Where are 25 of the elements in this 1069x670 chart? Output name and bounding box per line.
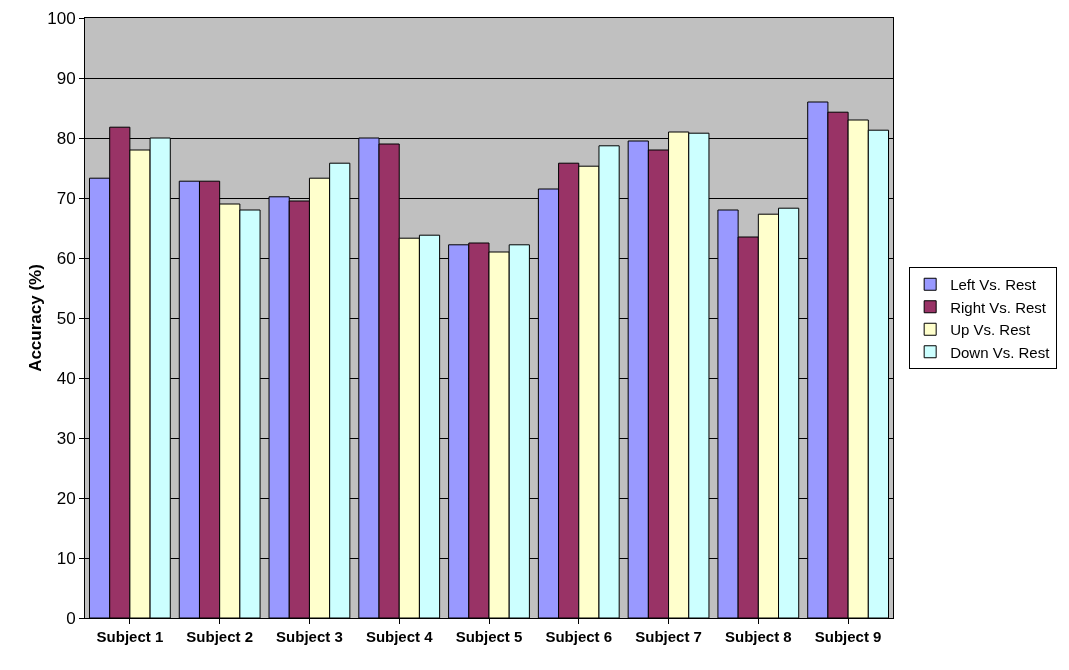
y-tick-label: 90 [56, 68, 76, 88]
x-tick-label: Subject 3 [276, 628, 343, 645]
legend-label: Left Vs. Rest [950, 276, 1037, 294]
y-tick-label: 60 [56, 248, 76, 268]
y-tick-label: 0 [66, 608, 76, 628]
legend-label: Down Vs. Rest [950, 343, 1051, 361]
x-tick-label: Subject 1 [96, 628, 164, 645]
y-tick-label: 80 [56, 128, 76, 148]
x-tick-label: Subject 2 [186, 628, 254, 645]
y-tick-label: 20 [56, 488, 76, 508]
x-tick-label: Subject 8 [724, 628, 792, 645]
y-tick-label: 70 [56, 188, 76, 208]
x-tick-label: Subject 4 [365, 628, 434, 645]
y-axis-title: Accuracy (%) [26, 264, 45, 372]
y-tick-label: 100 [47, 8, 76, 28]
legend-label: Up Vs. Rest [950, 321, 1032, 339]
y-tick-label: 40 [56, 368, 76, 388]
legend-label: Right Vs. Rest [950, 298, 1047, 316]
y-tick-label: 10 [56, 548, 76, 568]
x-tick-label: Subject 5 [455, 628, 523, 645]
x-tick-label: Subject 9 [814, 628, 882, 645]
y-tick-label: 30 [56, 428, 76, 448]
x-tick-label: Subject 7 [635, 628, 702, 645]
x-tick-label: Subject 6 [545, 628, 613, 645]
y-tick-label: 50 [56, 308, 76, 328]
